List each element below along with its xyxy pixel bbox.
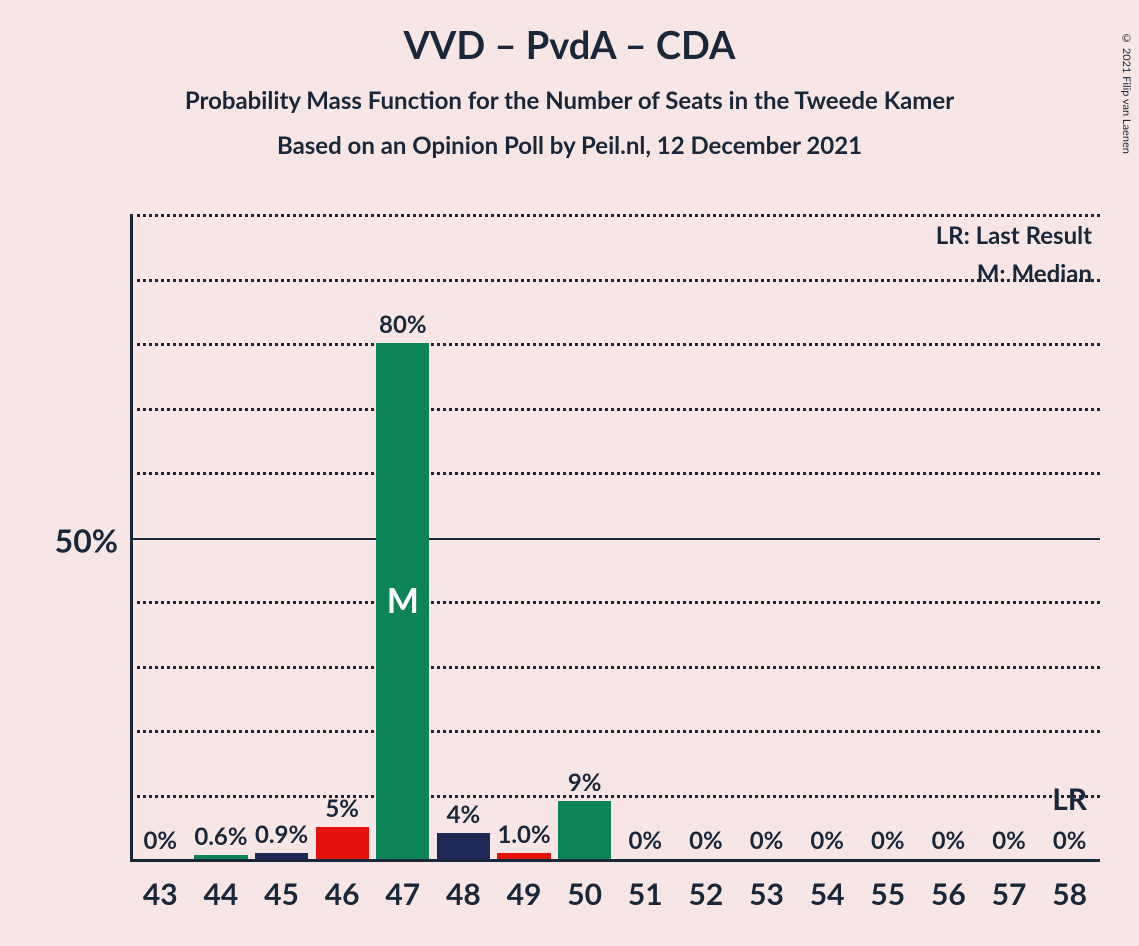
y-axis-label: 50% <box>55 520 118 559</box>
grid-line <box>130 795 1100 798</box>
grid-line <box>130 472 1100 475</box>
bar: 0.6% <box>194 855 247 859</box>
x-tick-label: 43 <box>143 876 178 912</box>
bar-value-label: 4% <box>447 800 481 829</box>
bar: 4% <box>437 833 490 859</box>
copyright-text: © 2021 Filip van Laenen <box>1120 32 1133 154</box>
bar-value-label: 0% <box>689 826 723 855</box>
x-tick-label: 45 <box>264 876 299 912</box>
bar-value-label: 0% <box>810 826 844 855</box>
bar-value-label: 0% <box>932 826 966 855</box>
bar-value-label: 0% <box>144 826 178 855</box>
bar-value-label: 9% <box>568 768 602 797</box>
grid-line <box>130 214 1100 217</box>
grid-line <box>130 343 1100 346</box>
bar: 0.9% <box>255 853 308 859</box>
median-marker: M <box>387 580 419 621</box>
x-tick-label: 58 <box>1052 876 1087 912</box>
x-tick-label: 56 <box>931 876 966 912</box>
bar: 5% <box>316 827 369 859</box>
bar-value-label: 0% <box>992 826 1026 855</box>
x-tick-label: 53 <box>749 876 784 912</box>
bar: 80%M <box>376 343 429 859</box>
bar-value-label: 0% <box>871 826 905 855</box>
grid-line <box>130 601 1100 604</box>
x-tick-label: 50 <box>567 876 602 912</box>
chart-subtitle-1: Probability Mass Function for the Number… <box>0 86 1139 115</box>
bar-value-label: 0% <box>1053 826 1087 855</box>
legend-median: M: Median <box>977 259 1092 288</box>
y-axis <box>130 217 133 862</box>
bar: 9% <box>558 801 611 859</box>
bar-value-label: 0.6% <box>194 822 247 851</box>
legend-last-result: LR: Last Result <box>936 221 1092 250</box>
bar-value-label: 1.0% <box>497 820 550 849</box>
bar-value-label: 0% <box>629 826 663 855</box>
chart-subtitle-2: Based on an Opinion Poll by Peil.nl, 12 … <box>0 131 1139 160</box>
x-tick-label: 54 <box>810 876 845 912</box>
x-tick-label: 44 <box>204 876 239 912</box>
x-tick-label: 47 <box>385 876 420 912</box>
grid-line <box>130 408 1100 411</box>
grid-line: 50% <box>130 538 1100 540</box>
x-axis <box>130 859 1100 862</box>
last-result-marker: LR <box>1052 781 1087 817</box>
grid-line <box>130 666 1100 669</box>
bar-value-label: 5% <box>325 794 359 823</box>
x-tick-label: 52 <box>689 876 724 912</box>
x-tick-label: 49 <box>507 876 542 912</box>
x-tick-label: 46 <box>325 876 360 912</box>
grid-line <box>130 730 1100 733</box>
chart-plot-area: 50%0%430.6%440.9%455%4680%M474%481.0%499… <box>130 217 1100 862</box>
x-tick-label: 57 <box>992 876 1027 912</box>
x-tick-label: 55 <box>870 876 905 912</box>
bar: 1.0% <box>497 853 550 859</box>
bar-value-label: 80% <box>379 310 427 339</box>
x-tick-label: 51 <box>628 876 663 912</box>
bar-value-label: 0% <box>750 826 784 855</box>
grid-line <box>130 279 1100 282</box>
bar-value-label: 0.9% <box>255 820 308 849</box>
chart-title: VVD – PvdA – CDA <box>0 22 1139 68</box>
x-tick-label: 48 <box>446 876 481 912</box>
